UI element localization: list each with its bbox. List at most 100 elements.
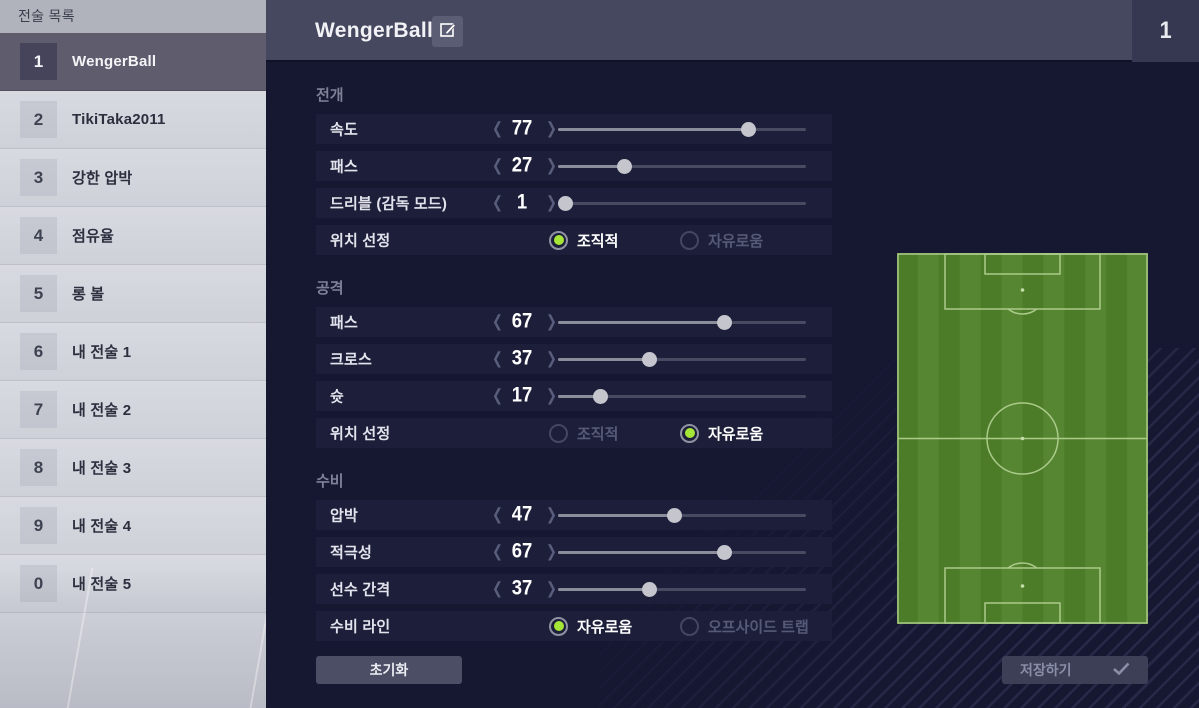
sidebar-item-3[interactable]: 3 강한 압박 [0, 149, 266, 207]
slider-thumb[interactable] [558, 195, 573, 211]
radio-option-label: 자유로움 [708, 425, 764, 443]
slider[interactable] [558, 307, 806, 337]
settings-section: 공격 패스 ❮ 67 ❯ 크로스 ❮ 37 ❯ 슛 ❮ 17 ❯ 위치 선정 [266, 277, 1199, 448]
section-title: 전개 [316, 87, 344, 104]
chevron-left-icon[interactable]: ❮ [492, 578, 503, 598]
settings-section: 전개 속도 ❮ 77 ❯ 패스 ❮ 27 ❯ 드리블 (감독 모드) ❮ 1 ❯ [266, 84, 1199, 255]
chevron-left-icon[interactable]: ❮ [492, 118, 503, 138]
radio-option-right[interactable]: 오프사이드 트랩 [680, 611, 809, 641]
setting-value: 77 [511, 116, 533, 140]
sidebar-item-6[interactable]: 6 내 전술 1 [0, 323, 266, 381]
setting-value: 17 [511, 383, 533, 407]
chevron-right-icon[interactable]: ❯ [546, 385, 557, 405]
slider-thumb[interactable] [716, 544, 732, 560]
slider-thumb[interactable] [592, 388, 608, 404]
setting-label: 적극성 [330, 544, 373, 562]
slider-thumb[interactable] [642, 581, 658, 597]
pitch-preview [897, 253, 1148, 624]
chevron-right-icon[interactable]: ❯ [546, 578, 557, 598]
setting-value: 47 [511, 502, 533, 526]
slider[interactable] [558, 500, 806, 530]
section-title: 공격 [316, 280, 344, 297]
setting-label: 선수 간격 [330, 581, 391, 599]
sidebar-item-number: 7 [20, 391, 57, 428]
slider-track [558, 357, 806, 361]
slider-fill [558, 127, 749, 131]
setting-value: 37 [511, 346, 533, 370]
section-rows: 속도 ❮ 77 ❯ 패스 ❮ 27 ❯ 드리블 (감독 모드) ❮ 1 ❯ 위치… [266, 114, 1199, 255]
slider[interactable] [558, 188, 806, 218]
setting-label: 슛 [330, 388, 345, 406]
sidebar-item-7[interactable]: 7 내 전술 2 [0, 381, 266, 439]
sidebar-item-label: 내 전술 3 [72, 460, 132, 477]
sidebar-title: 전술 목록 [0, 0, 266, 33]
sidebar-item-5[interactable]: 5 롱 볼 [0, 265, 266, 323]
chevron-right-icon[interactable]: ❯ [546, 348, 557, 368]
edit-name-button[interactable] [432, 16, 463, 47]
save-button[interactable]: 저장하기 [1002, 656, 1148, 684]
radio-row: 위치 선정 조직적 자유로움 [316, 418, 832, 448]
reset-button[interactable]: 초기화 [316, 656, 462, 684]
setting-label: 위치 선정 [330, 425, 391, 443]
sidebar-item-label: WengerBall [72, 53, 157, 70]
slider-track [558, 201, 806, 205]
chevron-left-icon[interactable]: ❮ [492, 541, 503, 561]
chevron-left-icon[interactable]: ❮ [492, 311, 503, 331]
radio-option-left[interactable]: 조직적 [549, 225, 618, 255]
sidebar-item-number: 4 [20, 217, 57, 254]
radio-option-right[interactable]: 자유로움 [680, 225, 763, 255]
slider-thumb[interactable] [741, 121, 757, 137]
radio-option-right[interactable]: 자유로움 [680, 418, 763, 448]
settings-section: 수비 압박 ❮ 47 ❯ 적극성 ❮ 67 ❯ 선수 간격 ❮ 37 ❯ 수비 … [266, 470, 1199, 641]
pencil-square-icon [439, 20, 457, 43]
slider[interactable] [558, 344, 806, 374]
sidebar-item-8[interactable]: 8 내 전술 3 [0, 439, 266, 497]
sidebar-item-number: 6 [20, 333, 57, 370]
radio-option-left[interactable]: 조직적 [549, 418, 618, 448]
radio-icon [549, 616, 568, 636]
main-panel: WengerBall 1 전개 속도 ❮ 77 ❯ [266, 0, 1199, 708]
slider-track [558, 164, 806, 168]
tactics-list: 1 WengerBall 2 TikiTaka2011 3 강한 압박 4 점유… [0, 33, 266, 613]
setting-label: 위치 선정 [330, 232, 391, 250]
sidebar-item-1[interactable]: 1 WengerBall [0, 33, 266, 91]
chevron-left-icon[interactable]: ❮ [492, 348, 503, 368]
sidebar-item-number: 5 [20, 275, 57, 312]
chevron-left-icon[interactable]: ❮ [492, 192, 503, 212]
slider-thumb[interactable] [642, 351, 658, 367]
sidebar-item-2[interactable]: 2 TikiTaka2011 [0, 91, 266, 149]
radio-option-left[interactable]: 자유로움 [549, 611, 632, 641]
chevron-right-icon[interactable]: ❯ [546, 504, 557, 524]
setting-label: 드리블 (감독 모드) [330, 195, 448, 213]
chevron-right-icon[interactable]: ❯ [546, 155, 557, 175]
chevron-left-icon[interactable]: ❮ [492, 385, 503, 405]
sidebar-item-9[interactable]: 9 내 전술 4 [0, 497, 266, 555]
chevron-right-icon[interactable]: ❯ [546, 541, 557, 561]
slider-thumb[interactable] [716, 314, 732, 330]
chevron-right-icon[interactable]: ❯ [546, 311, 557, 331]
slider-row: 드리블 (감독 모드) ❮ 1 ❯ [316, 188, 832, 218]
slider[interactable] [558, 574, 806, 604]
chevron-left-icon[interactable]: ❮ [492, 155, 503, 175]
chevron-right-icon[interactable]: ❯ [546, 192, 557, 212]
slider-thumb[interactable] [667, 507, 683, 523]
slider[interactable] [558, 381, 806, 411]
slider-row: 압박 ❮ 47 ❯ [316, 500, 832, 530]
slider[interactable] [558, 114, 806, 144]
radio-option-label: 조직적 [577, 425, 619, 443]
slider-thumb[interactable] [617, 158, 633, 174]
slot-number: 1 [1159, 17, 1172, 44]
radio-icon [680, 230, 699, 250]
radio-icon [549, 230, 568, 250]
sidebar-item-number: 9 [20, 507, 57, 544]
chevron-left-icon[interactable]: ❮ [492, 504, 503, 524]
sidebar-item-0[interactable]: 0 내 전술 5 [0, 555, 266, 613]
sidebar-item-4[interactable]: 4 점유율 [0, 207, 266, 265]
slider[interactable] [558, 151, 806, 181]
sidebar-item-number: 1 [20, 43, 57, 80]
slider[interactable] [558, 537, 806, 567]
chevron-right-icon[interactable]: ❯ [546, 118, 557, 138]
section-title: 수비 [316, 473, 344, 490]
radio-row: 수비 라인 자유로움 오프사이드 트랩 [316, 611, 832, 641]
save-button-label: 저장하기 [1020, 662, 1072, 678]
